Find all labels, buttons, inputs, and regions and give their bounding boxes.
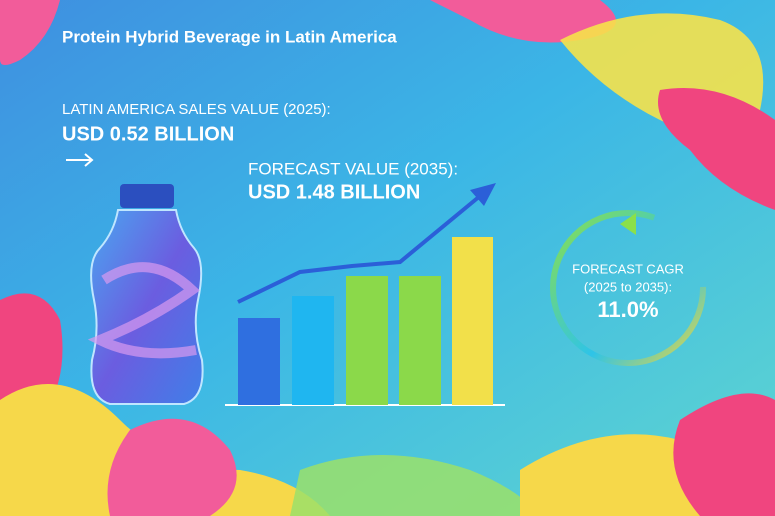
bottle bbox=[90, 209, 204, 405]
bar bbox=[238, 318, 280, 405]
trend-arrowhead bbox=[470, 183, 496, 206]
bottle-swirl bbox=[87, 262, 200, 359]
forecast-label: FORECAST VALUE (2035): bbox=[248, 159, 458, 178]
blob bbox=[430, 0, 616, 43]
blob bbox=[290, 455, 540, 516]
bar bbox=[399, 276, 441, 405]
cagr-label: (2025 to 2035): bbox=[584, 279, 672, 294]
bottle-cap bbox=[120, 184, 174, 208]
title: Protein Hybrid Beverage in Latin America bbox=[62, 27, 397, 46]
cagr-label: FORECAST CAGR bbox=[572, 261, 684, 276]
blob bbox=[107, 418, 237, 516]
cagr-ring bbox=[550, 210, 706, 366]
blob bbox=[0, 0, 60, 65]
sales-value: USD 0.52 BILLION bbox=[62, 123, 234, 145]
blob bbox=[658, 88, 775, 210]
cagr-value: 11.0% bbox=[597, 297, 658, 322]
sales-label: LATIN AMERICA SALES VALUE (2025): bbox=[62, 101, 331, 118]
arrow-icon bbox=[66, 153, 94, 167]
blob bbox=[0, 384, 330, 516]
forecast-value: USD 1.48 BILLION bbox=[248, 181, 420, 203]
trend-arrow bbox=[237, 194, 482, 304]
bar bbox=[292, 296, 334, 405]
bar bbox=[452, 237, 493, 405]
bar bbox=[346, 276, 388, 405]
blob bbox=[673, 393, 775, 516]
ring-arrowhead bbox=[620, 213, 636, 235]
